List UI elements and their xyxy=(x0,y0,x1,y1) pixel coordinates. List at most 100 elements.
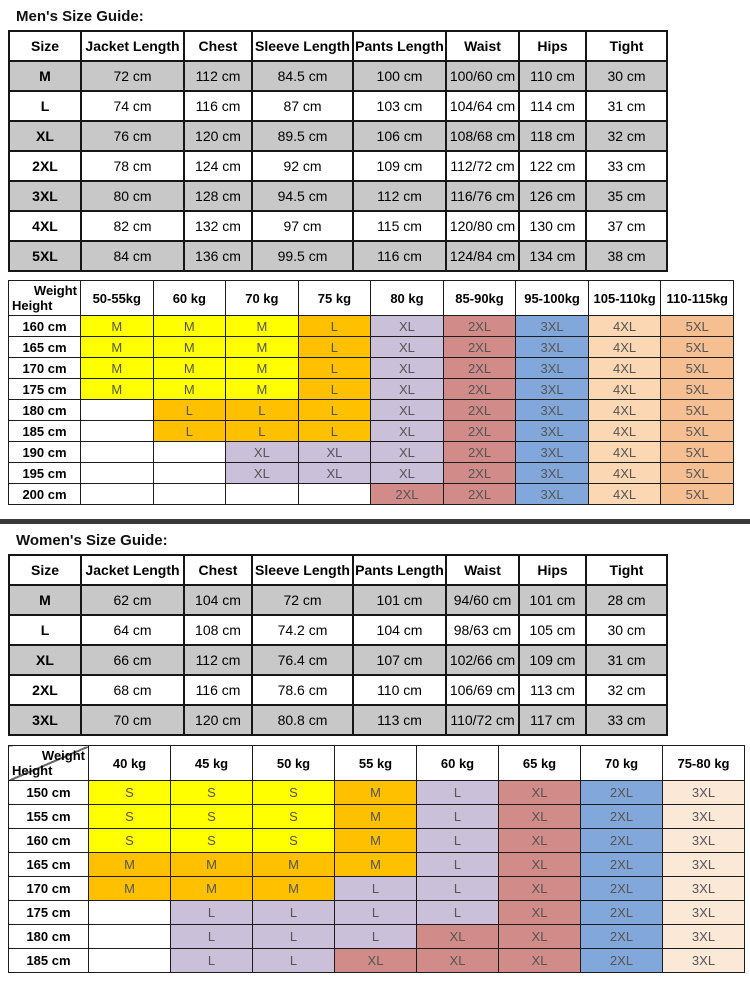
corner-weight-label: Weight xyxy=(41,748,85,763)
matrix-row: 175 cm L L L L XL 2XL 3XL xyxy=(8,900,745,925)
recommended-size-cell: 4XL xyxy=(587,441,662,463)
measurement-cell: 101 cm xyxy=(518,584,587,616)
matrix-row: 160 cm M M M L XL 2XL 3XL 4XL 5XL xyxy=(8,315,734,337)
recommended-size-cell: S xyxy=(170,804,253,829)
recommended-size-cell: XL xyxy=(498,948,581,973)
measurement-cell: 109 cm xyxy=(518,644,587,676)
size-label: 3XL xyxy=(8,180,82,212)
measurement-cell: 66 cm xyxy=(80,644,185,676)
weight-column-header: 60 kg xyxy=(416,745,499,781)
empty-cell xyxy=(80,462,154,484)
recommended-size-cell: M xyxy=(334,780,417,805)
recommended-size-cell: S xyxy=(252,780,335,805)
recommended-size-cell: 3XL xyxy=(515,378,589,400)
recommended-size-cell: XL xyxy=(370,378,444,400)
recommended-size-cell: M xyxy=(88,876,171,901)
matrix-row: 170 cm M M M L L XL 2XL 3XL xyxy=(8,876,745,901)
matrix-row: 165 cm M M M M L XL 2XL 3XL xyxy=(8,852,745,877)
recommended-size-cell: M xyxy=(252,852,335,877)
recommended-size-cell: L xyxy=(416,900,499,925)
matrix-row: 180 cm L L L XL 2XL 3XL 4XL 5XL xyxy=(8,399,734,421)
measurement-cell: 94/60 cm xyxy=(445,584,520,616)
measurement-cell: 102/66 cm xyxy=(445,644,520,676)
recommended-size-cell: XL xyxy=(370,441,444,463)
column-header: Sleeve Length xyxy=(251,554,354,586)
weight-column-header: 40 kg xyxy=(88,745,171,781)
measurement-cell: 110 cm xyxy=(518,60,587,92)
recommended-size-cell: M xyxy=(225,336,299,358)
measurement-cell: 120 cm xyxy=(183,704,253,736)
header-row: Weight Height 50-55kg 60 kg 70 kg 75 kg 80 kg 8… xyxy=(8,280,734,316)
column-header: Tight xyxy=(585,554,668,586)
recommended-size-cell: S xyxy=(88,804,171,829)
measurement-cell: 114 cm xyxy=(518,90,587,122)
recommended-size-cell: 2XL xyxy=(442,420,517,442)
measurement-cell: 76 cm xyxy=(80,120,185,152)
measurement-cell: 30 cm xyxy=(585,60,668,92)
column-header: Sleeve Length xyxy=(251,30,354,62)
recommended-size-cell: L xyxy=(334,900,417,925)
column-header: Hips xyxy=(518,554,587,586)
measurement-cell: 68 cm xyxy=(80,674,185,706)
recommended-size-cell: 5XL xyxy=(660,420,734,442)
column-header: Waist xyxy=(445,554,520,586)
womens-height-weight-matrix: Weight Height 40 kg 45 kg 50 kg 55 kg 60 kg 65 … xyxy=(8,745,745,973)
measurement-cell: 78.6 cm xyxy=(251,674,354,706)
recommended-size-cell: L xyxy=(334,876,417,901)
recommended-size-cell: 3XL xyxy=(662,900,745,925)
size-label: 2XL xyxy=(8,674,82,706)
table-row: XL 66 cm 112 cm 76.4 cm 107 cm 102/66 cm 109 c… xyxy=(8,644,668,676)
height-row-header: 160 cm xyxy=(8,315,81,337)
size-label: M xyxy=(8,60,82,92)
matrix-row: 185 cm L L XL XL XL 2XL 3XL xyxy=(8,948,745,973)
measurement-cell: 112 cm xyxy=(183,644,253,676)
corner-height-label: Height xyxy=(12,298,53,313)
recommended-size-cell: XL xyxy=(297,441,372,463)
measurement-cell: 110 cm xyxy=(352,674,447,706)
recommended-size-cell: 3XL xyxy=(515,315,589,337)
recommended-size-cell: L xyxy=(297,420,372,442)
table-row: M 72 cm 112 cm 84.5 cm 100 cm 100/60 cm 110 cm… xyxy=(8,60,668,92)
measurement-cell: 74 cm xyxy=(80,90,185,122)
header-row: Size Jacket Length Chest Sleeve Length Pants… xyxy=(8,30,668,62)
recommended-size-cell: 2XL xyxy=(370,483,444,505)
measurement-cell: 120 cm xyxy=(183,120,253,152)
measurement-cell: 98/63 cm xyxy=(445,614,520,646)
measurement-cell: 132 cm xyxy=(183,210,253,242)
weight-height-corner-cell: Weight Height xyxy=(8,745,89,781)
recommended-size-cell: M xyxy=(225,378,299,400)
recommended-size-cell: 5XL xyxy=(660,399,734,421)
recommended-size-cell: 2XL xyxy=(442,357,517,379)
measurement-cell: 118 cm xyxy=(518,120,587,152)
recommended-size-cell: 2XL xyxy=(442,315,517,337)
recommended-size-cell: M xyxy=(152,357,227,379)
measurement-cell: 115 cm xyxy=(352,210,447,242)
weight-column-header: 55 kg xyxy=(334,745,417,781)
weight-column-header: 70 kg xyxy=(225,280,299,316)
weight-column-header: 70 kg xyxy=(580,745,663,781)
measurement-cell: 124/84 cm xyxy=(445,240,520,272)
recommended-size-cell: 3XL xyxy=(515,399,589,421)
table-row: 5XL 84 cm 136 cm 99.5 cm 116 cm 124/84 cm 134 … xyxy=(8,240,668,272)
matrix-row: 185 cm L L L XL 2XL 3XL 4XL 5XL xyxy=(8,420,734,442)
recommended-size-cell: L xyxy=(252,948,335,973)
measurement-cell: 33 cm xyxy=(585,150,668,182)
recommended-size-cell: XL xyxy=(498,852,581,877)
recommended-size-cell: 2XL xyxy=(442,483,517,505)
recommended-size-cell: 2XL xyxy=(442,378,517,400)
measurement-cell: 134 cm xyxy=(518,240,587,272)
column-header: Jacket Length xyxy=(80,30,185,62)
header-row: Size Jacket Length Chest Sleeve Length Pants… xyxy=(8,554,668,586)
table-row: 2XL 68 cm 116 cm 78.6 cm 110 cm 106/69 cm 113 … xyxy=(8,674,668,706)
matrix-row: 190 cm XL XL XL 2XL 3XL 4XL 5XL xyxy=(8,441,734,463)
recommended-size-cell: 3XL xyxy=(515,336,589,358)
recommended-size-cell: 2XL xyxy=(442,336,517,358)
measurement-cell: 94.5 cm xyxy=(251,180,354,212)
recommended-size-cell: XL xyxy=(370,357,444,379)
recommended-size-cell: S xyxy=(170,780,253,805)
recommended-size-cell: L xyxy=(334,924,417,949)
recommended-size-cell: M xyxy=(334,852,417,877)
recommended-size-cell: M xyxy=(152,378,227,400)
measurement-cell: 108 cm xyxy=(183,614,253,646)
measurement-cell: 116 cm xyxy=(352,240,447,272)
